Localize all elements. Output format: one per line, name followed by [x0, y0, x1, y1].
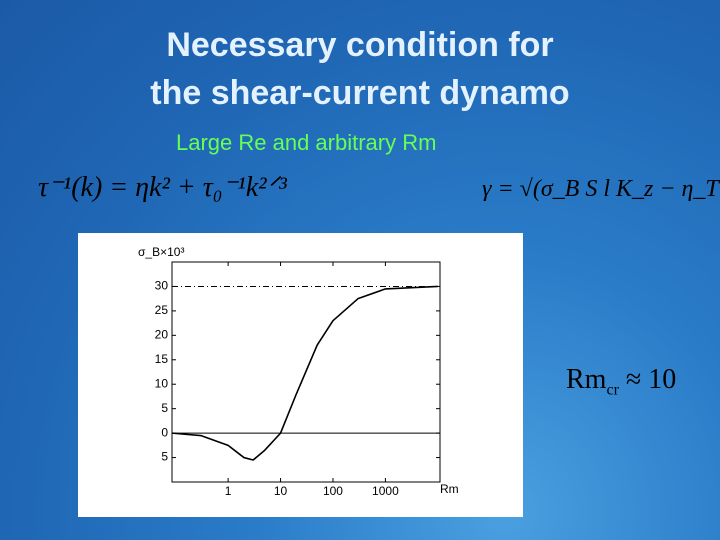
formula-part: cr	[606, 381, 619, 399]
title-line: the shear-current dynamo	[150, 74, 570, 112]
y-tick-label: 5	[161, 401, 168, 415]
formula-part: ≈ 10	[625, 364, 677, 395]
y-tick-label: 0	[161, 425, 168, 439]
y-axis-label: σ_B×10³	[138, 245, 184, 259]
formula: γ = √(σ_B S l K_z − η_T K_z²)	[482, 176, 720, 202]
x-axis-label: Rm	[440, 482, 459, 496]
plot-image: σ_B×10³ Rm 5 0 5 10 15 20 25 30 1 10 100 1000	[78, 233, 523, 517]
y-tick-label: 15	[155, 352, 169, 366]
x-tick-label: 100	[323, 484, 343, 498]
y-tick-label: 20	[155, 328, 169, 342]
chart: σ_B×10³ Rm 5 0 5 10 15 20 25 30 1 10 100 1000	[138, 245, 459, 498]
y-tick-label: 25	[155, 303, 169, 317]
y-tick-label: 10	[155, 376, 169, 390]
data-line	[171, 285, 438, 461]
formula: τ⁻¹(k) = ηk² + τ₀⁻¹k²ᐟ³	[38, 172, 287, 203]
title-line: Necessary condition for	[166, 26, 554, 64]
x-tick-label: 1	[225, 484, 232, 498]
formula: Rmcr ≈ 10	[566, 364, 676, 400]
formula-part: Rm	[566, 364, 607, 395]
x-tick-label: 1000	[372, 484, 399, 498]
plot-frame	[171, 261, 441, 483]
y-tick-label: 30	[155, 279, 169, 293]
y-tick-label: 5	[161, 450, 168, 464]
x-tick-label: 10	[274, 484, 288, 498]
subtitle: Large Re and arbitrary Rm	[176, 130, 437, 155]
